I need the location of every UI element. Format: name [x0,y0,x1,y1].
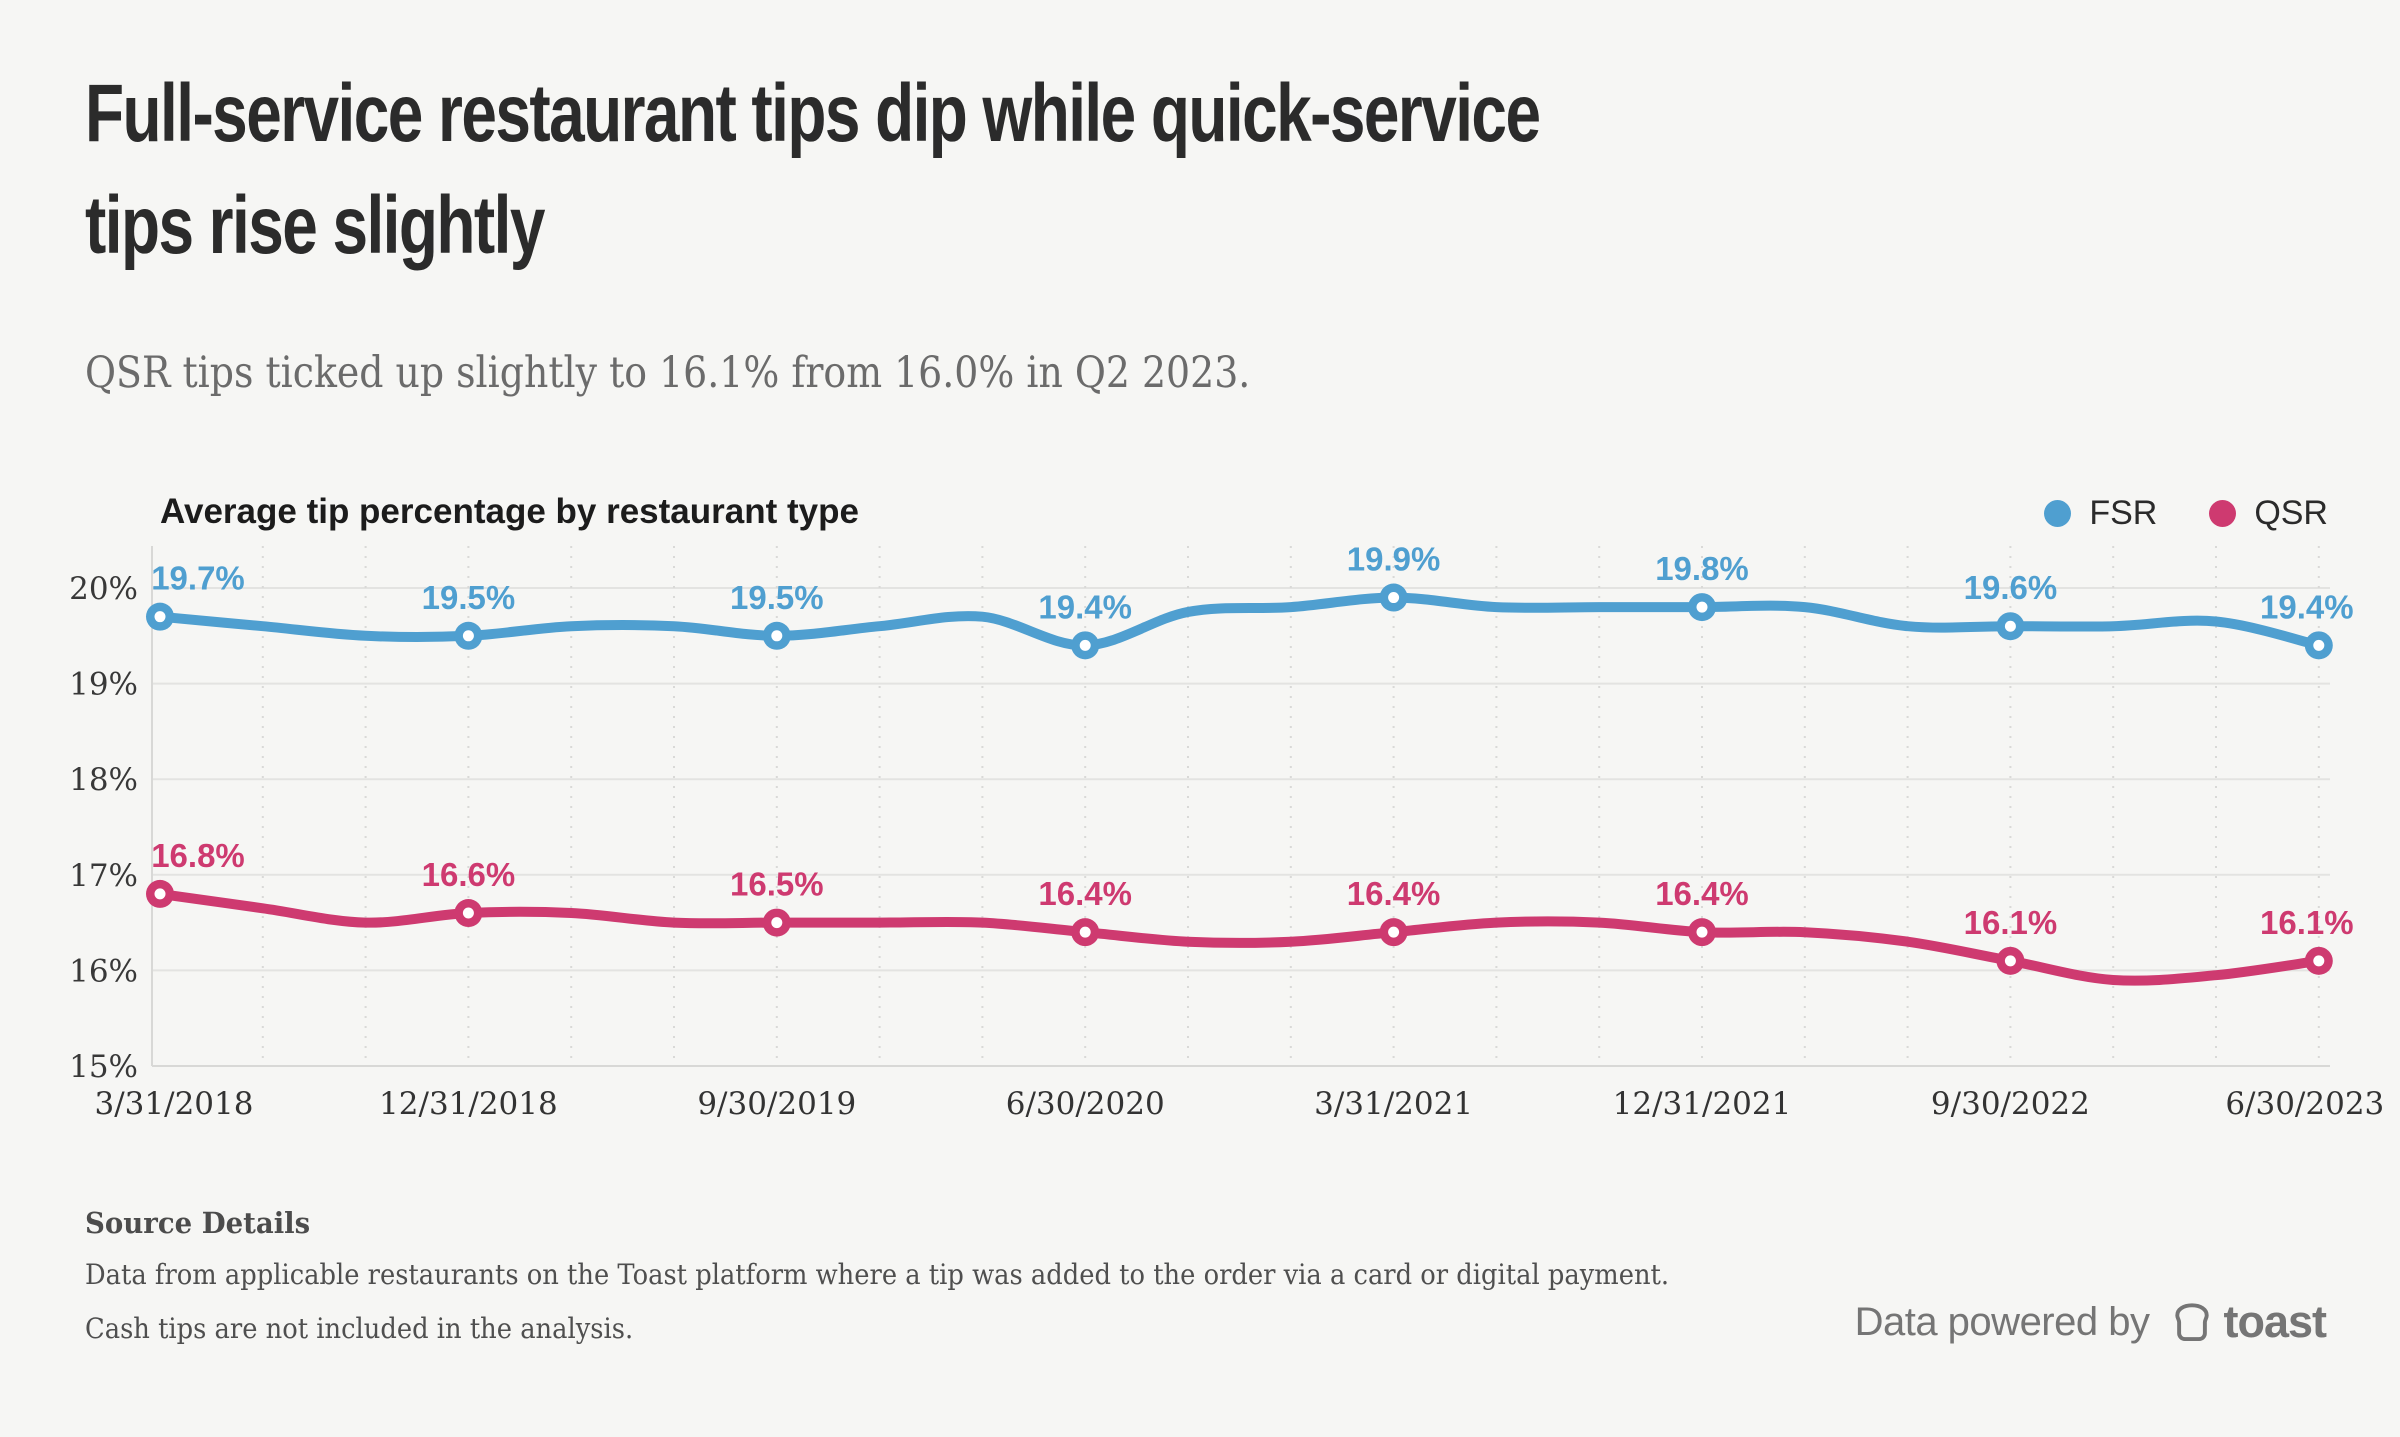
qsr-data-point-marker-center [1079,926,1091,938]
qsr-data-point-label: 16.4% [1038,875,1132,912]
source-details-line2: Cash tips are not included in the analys… [85,1312,634,1345]
page-title-line1: Full-service restaurant tips dip while q… [85,68,1541,159]
qsr-data-point-label: 16.1% [1964,904,2058,941]
qsr-data-point-marker-center [154,888,166,900]
qsr-data-point-marker-center [2313,955,2325,967]
qsr-data-point-marker-center [1696,926,1708,938]
y-tick-label: 18% [69,762,138,798]
fsr-data-point-marker-center [1696,601,1708,613]
page-subtitle: QSR tips ticked up slightly to 16.1% fro… [85,348,1251,398]
fsr-data-point-label: 19.4% [1038,588,1132,625]
branding-text: Data powered by [1854,1299,2150,1344]
y-tick-label: 20% [69,571,138,607]
fsr-data-point-label: 19.6% [1964,569,2058,606]
qsr-data-point-label: 16.6% [422,856,516,893]
fsr-data-point-label: 19.5% [730,579,824,616]
qsr-legend-dot-icon [2209,500,2237,527]
qsr-data-point-marker-center [771,917,783,929]
x-tick-label: 3/31/2018 [95,1086,254,1122]
page-title: Full-service restaurant tips dip while q… [85,58,1541,282]
fsr-data-point-marker-center [1388,592,1400,604]
chart-legend: FSR QSR [2044,494,2328,533]
x-tick-label: 3/31/2021 [1314,1086,1473,1122]
x-tick-label: 6/30/2020 [1006,1086,1165,1122]
chart-title: Average tip percentage by restaurant typ… [160,492,859,531]
qsr-data-point-label: 16.8% [151,837,245,874]
fsr-data-point-marker-center [1079,639,1091,651]
page-title-line2: tips rise slightly [85,180,545,271]
legend-label-fsr: FSR [2089,494,2158,532]
fsr-data-point-marker-center [771,630,783,642]
fsr-data-point-marker-center [462,630,474,642]
qsr-data-point-label: 16.1% [2260,904,2354,941]
qsr-data-point-label: 16.5% [730,866,824,903]
qsr-series-line [155,888,2324,986]
toast-branding: Data powered by toast [1854,1296,2327,1348]
legend-item-fsr: FSR [2044,494,2157,533]
legend-item-qsr: QSR [2209,494,2328,533]
x-tick-label: 6/30/2023 [2225,1086,2384,1122]
tip-percentage-line-chart: 20% 19% 18% 17% 16% 15%3/31/2018 12/31/2018 9/3… [69,541,2384,1122]
qsr-data-point-marker-center [2004,955,2016,967]
x-tick-label: 9/30/2022 [1931,1086,2090,1122]
fsr-data-point-label: 19.4% [2260,588,2354,625]
toast-bread-icon [2175,1303,2210,1341]
y-tick-label: 19% [69,667,138,703]
y-tick-label: 16% [69,953,138,989]
fsr-data-point-marker-center [154,611,166,623]
fsr-data-point-label: 19.7% [151,560,245,597]
x-tick-label: 12/31/2021 [1613,1086,1792,1122]
y-tick-label: 15% [69,1049,138,1085]
fsr-data-point-label: 19.8% [1655,550,1749,587]
qsr-data-point-marker-center [462,907,474,919]
qsr-data-point-marker-center [1388,926,1400,938]
fsr-data-point-label: 19.9% [1347,541,1441,578]
fsr-data-point-marker-center [2004,620,2016,632]
source-details-line1: Data from applicable restaurants on the … [85,1258,1670,1291]
fsr-data-point-label: 19.5% [422,579,516,616]
y-tick-label: 17% [69,858,138,894]
qsr-data-point-label: 16.4% [1347,875,1441,912]
qsr-data-point-label: 16.4% [1655,875,1749,912]
x-tick-label: 12/31/2018 [379,1086,558,1122]
toast-wordmark: toast [2223,1296,2327,1347]
source-details-heading: Source Details [85,1206,311,1240]
fsr-data-point-marker-center [2313,639,2325,651]
x-tick-label: 9/30/2019 [697,1086,856,1122]
fsr-legend-dot-icon [2044,500,2072,527]
fsr-series-line [155,592,2324,651]
legend-label-qsr: QSR [2254,494,2328,532]
